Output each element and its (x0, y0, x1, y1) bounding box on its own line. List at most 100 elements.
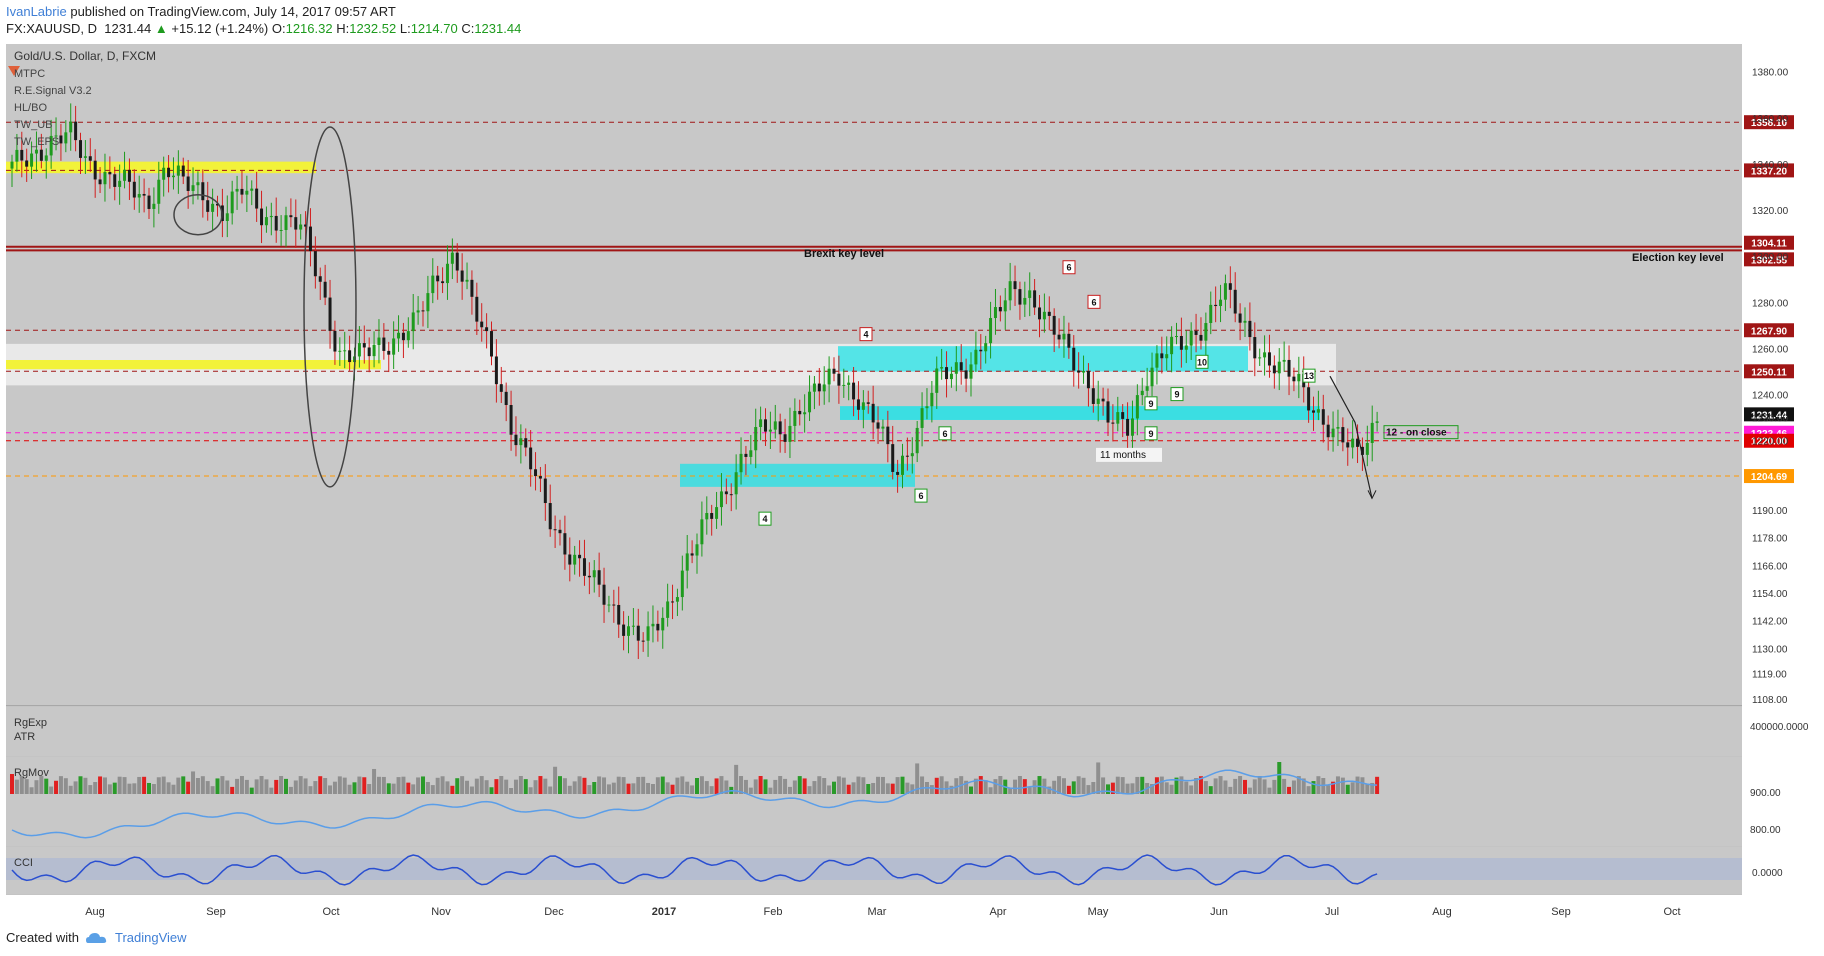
candle-body (558, 529, 562, 534)
candle-body (1223, 283, 1227, 300)
volume-bar (1218, 776, 1223, 794)
candle-body (793, 410, 797, 426)
price-level-label: 1231.44 (1751, 410, 1788, 421)
volume-bar (944, 781, 949, 794)
volume-bar (783, 778, 788, 794)
cyan-zone (838, 346, 1248, 372)
legend-indicator[interactable]: TW_EPS (14, 136, 59, 148)
candle-body (1057, 334, 1061, 340)
candle-body (1013, 281, 1017, 290)
volume-bar (200, 776, 205, 794)
candle-body (74, 121, 78, 141)
x-tick-label: May (1088, 906, 1109, 918)
volume-bar (49, 786, 54, 794)
legend-indicator[interactable]: TW_UB (14, 119, 53, 131)
legend-indicator[interactable]: HL/BO (14, 102, 47, 114)
volume-bars (10, 762, 1380, 794)
candle-body (773, 421, 777, 430)
candle-body (245, 190, 249, 195)
candle-body (308, 226, 312, 252)
candle-body (675, 597, 679, 602)
author-link[interactable]: IvanLabrie (6, 4, 67, 19)
candle-body (1047, 311, 1051, 316)
tradingview-brand-link[interactable]: TradingView (114, 930, 187, 945)
rgmov-series (11, 769, 1378, 839)
count-label: 4 (863, 330, 868, 340)
candle-body (783, 434, 787, 442)
volume-bar (1228, 786, 1233, 794)
volume-bar (68, 785, 73, 794)
price-level-label: 1337.20 (1751, 166, 1788, 177)
candle-body (382, 337, 386, 351)
candle-body (617, 604, 621, 625)
volume-bar (597, 776, 602, 794)
volume-bar (122, 777, 127, 794)
candle-body (602, 584, 606, 605)
candle-body (538, 476, 542, 479)
candle-body (284, 215, 288, 230)
candle-body (1360, 446, 1364, 455)
candle-body (1038, 307, 1041, 320)
volume-bar (655, 777, 660, 794)
y-tick-label: 1230.00 (1752, 414, 1789, 425)
volume-bar (592, 781, 597, 794)
candle-body (455, 252, 459, 271)
candle-body (1018, 289, 1022, 305)
candle-body (759, 419, 763, 428)
volume-bar (1184, 781, 1189, 794)
volume-bar (44, 778, 49, 794)
x-tick-label: Oct (1663, 906, 1680, 918)
tradingview-cloud-icon (85, 932, 107, 943)
candle-body (333, 330, 337, 352)
candle-body (1204, 323, 1208, 341)
volume-bar (871, 782, 876, 794)
close-value: 1231.44 (474, 21, 522, 36)
candle-body (524, 438, 528, 448)
candle-body (103, 171, 107, 185)
candle-body (176, 165, 180, 176)
legend-indicator[interactable]: MTPC (14, 68, 45, 80)
candle-body (93, 160, 97, 180)
count-badge (1170, 387, 1184, 402)
candle-body (563, 533, 567, 555)
volume-bar (288, 786, 293, 794)
candle-body (123, 169, 127, 181)
volume-bar (1355, 776, 1360, 794)
volume-bar (626, 783, 631, 794)
volume-bar (1140, 776, 1145, 794)
candle-body (494, 356, 498, 385)
candle-body (568, 554, 572, 565)
candle-body (661, 617, 665, 631)
volume-bar (465, 780, 470, 794)
volume-bar (743, 779, 748, 794)
candle-body (59, 135, 63, 144)
candle-body (724, 491, 728, 495)
volume-bar (832, 781, 836, 794)
legend-indicator[interactable]: R.E.Signal V3.2 (14, 85, 92, 97)
volume-bar (1076, 776, 1081, 794)
candle-body (421, 310, 425, 312)
volume-bar (191, 771, 196, 794)
volume-bar (1335, 776, 1340, 794)
volume-bar (93, 781, 98, 794)
volume-bar (39, 776, 44, 794)
candle-body (313, 251, 317, 277)
candle-body (1199, 334, 1203, 341)
candle-body (573, 554, 577, 565)
candle-body (1297, 373, 1301, 382)
candle-body (553, 529, 557, 531)
last-price: 1231.44 (104, 21, 152, 36)
chart-area[interactable]: 1358.10 1337.20 1304.11 1302.55 1267.90 1250.… (0, 40, 1824, 922)
volume-bar (1066, 785, 1071, 794)
volume-bar (147, 782, 151, 794)
y-tick-label: 1340.00 (1752, 160, 1789, 171)
price-level-tag (1744, 163, 1794, 178)
candle-body (627, 626, 630, 636)
volume-bar (1037, 776, 1042, 794)
cyan-zone (680, 463, 915, 487)
volume-bar (362, 777, 367, 794)
volume-bar (347, 784, 352, 794)
high-value: 1232.52 (349, 21, 397, 36)
candle-body (15, 149, 19, 162)
volume-bar (1272, 779, 1277, 794)
